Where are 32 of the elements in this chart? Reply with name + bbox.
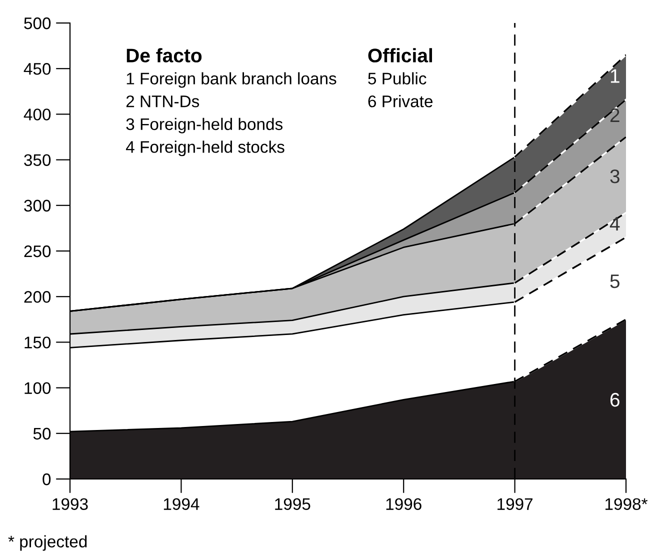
annotation: 1 Foreign bank branch loans (126, 72, 336, 88)
y-tick-label: 100 (24, 382, 51, 394)
annotation: 1 (610, 69, 620, 83)
x-tick-label: 1996 (386, 498, 422, 510)
text: * projected (8, 535, 87, 551)
annotation: 4 (610, 217, 620, 230)
annotation: 5 Public (368, 72, 426, 84)
x-tick-label: 1998* (605, 498, 648, 510)
annotation: De facto (126, 48, 202, 62)
y-tick-label: 250 (24, 245, 51, 258)
y-tick-label: 450 (24, 63, 51, 75)
annotation: 3 (610, 169, 620, 184)
y-tick-label: 0 (42, 473, 51, 486)
x-tick-label: 1993 (52, 498, 88, 510)
x-tick-label: 1995 (275, 498, 310, 510)
x-tick-label: 1997 (498, 498, 533, 510)
annotation: 5 (610, 274, 620, 288)
annotation: 3 Foreign-held bonds (126, 118, 283, 134)
y-tick-label: 150 (24, 336, 51, 348)
y-tick-label: 300 (24, 200, 51, 212)
y-tick-label: 500 (24, 17, 51, 30)
y-tick-label: 200 (24, 291, 51, 303)
y-tick-label: 50 (33, 428, 51, 440)
annotation: 6 (610, 392, 620, 407)
annotation: 2 (610, 108, 620, 122)
x-tick-label: 1994 (164, 498, 200, 510)
annotation: 4 Foreign-held stocks (126, 140, 284, 156)
annotation: 6 Private (368, 95, 432, 108)
y-tick-label: 350 (24, 154, 51, 166)
y-tick-label: 400 (24, 108, 51, 120)
annotation: 2 NTN-Ds (126, 95, 200, 108)
annotation: Official (368, 48, 432, 62)
